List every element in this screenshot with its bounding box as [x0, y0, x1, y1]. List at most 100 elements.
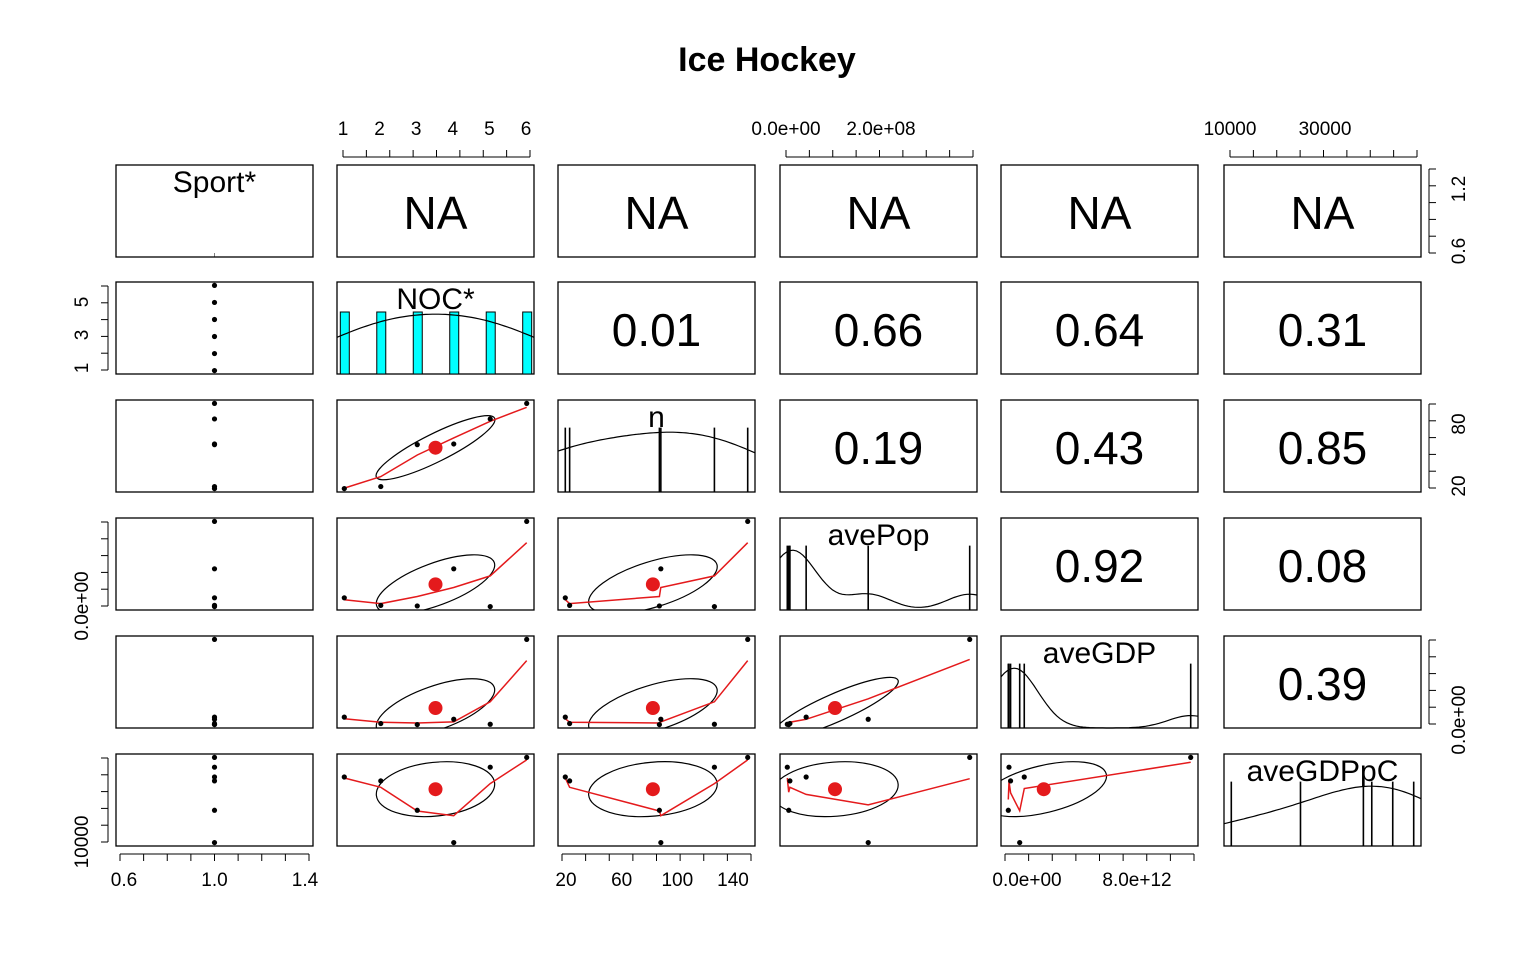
bottom-tick-label: 100: [661, 870, 693, 891]
data-point: [211, 807, 218, 813]
data-point: [211, 716, 218, 722]
data-point: [211, 299, 218, 306]
loess-line: [344, 660, 528, 724]
panel-frame-2-1: [336, 399, 535, 493]
data-point: [1007, 778, 1014, 784]
panels: Sport* NOC* n avePop aveGDP aveGDPpC NA NA NA NA N…: [72, 119, 1470, 891]
density-curve: [1000, 667, 1199, 729]
panel-frame-0-2: [557, 164, 756, 258]
left-tick-label: 10000: [72, 816, 93, 869]
data-point: [658, 716, 664, 722]
panel-frame-2-3: [779, 399, 978, 493]
data-point: [711, 721, 718, 727]
data-point: [967, 754, 973, 761]
correlation-ellipse: [780, 676, 899, 728]
data-point: [211, 350, 218, 357]
diagonal-panel-4: aveGDP: [1000, 637, 1199, 729]
correlation-ellipse: [375, 415, 496, 481]
scatter-panel-avegdp-vs-noc: [341, 636, 530, 728]
bottom-tick-label: 140: [717, 870, 749, 891]
data-point: [414, 442, 420, 448]
panel-frame-3-3: [779, 517, 978, 611]
diagonal-panel-2: n: [557, 401, 756, 492]
data-point: [658, 566, 664, 572]
data-point: [211, 754, 218, 761]
na-label: NA: [847, 187, 911, 239]
data-point: [341, 774, 347, 780]
mean-point: [428, 701, 443, 716]
data-point: [1021, 774, 1027, 780]
correlation-ellipse: [1001, 761, 1108, 818]
panel-frame-4-0: [115, 635, 314, 729]
top-tick-label: 2.0e+08: [846, 119, 915, 140]
correlation-ellipse: [375, 678, 496, 728]
top-tick-label: 3: [411, 119, 422, 140]
data-point: [967, 636, 973, 643]
loess-line: [1007, 761, 1191, 814]
data-point: [378, 778, 384, 784]
data-point: [784, 764, 790, 770]
bottom-tick-label: 0.0e+00: [992, 870, 1061, 891]
data-point: [487, 721, 493, 727]
top-tick-label: 30000: [1299, 119, 1352, 140]
correlation-value: 0.64: [1055, 304, 1145, 356]
panel-frame-0-4: [1000, 164, 1199, 258]
correlation-value: 0.08: [1278, 540, 1368, 592]
histogram-bar: [339, 311, 350, 375]
data-point: [562, 714, 568, 720]
data-point: [341, 714, 347, 720]
bottom-tick-label: 60: [611, 870, 632, 891]
data-point: [1188, 754, 1194, 761]
data-point: [524, 518, 530, 525]
diagonal-panel-5: aveGDPpC: [1223, 755, 1422, 846]
panel-frame-4-2: [557, 635, 756, 729]
data-point: [562, 595, 568, 601]
data-point: [211, 483, 218, 490]
scatter-panel-n-vs-sport: [211, 400, 218, 492]
data-point: [211, 636, 218, 643]
mean-point: [645, 577, 660, 592]
data-point: [787, 778, 793, 784]
panel-frame-3-4: [1000, 517, 1199, 611]
left-tick-label: 1: [72, 363, 93, 374]
data-point: [1006, 764, 1012, 770]
data-point: [745, 518, 751, 525]
panel-frame-3-1: [336, 517, 535, 611]
panel-frame-3-0: [115, 517, 314, 611]
scatter-panel-avegdp-vs-sport: [211, 636, 218, 728]
data-point: [211, 416, 218, 422]
variable-label-noc: NOC*: [396, 283, 475, 316]
left-tick-label: 0.0e+00: [72, 571, 93, 640]
data-point: [656, 721, 662, 728]
histogram-bar: [449, 311, 460, 375]
top-tick-label: 1: [338, 119, 349, 140]
loess-line: [564, 759, 749, 817]
correlation-value: 0.92: [1055, 540, 1145, 592]
right-tick-label: 0.0e+00: [1449, 685, 1470, 754]
data-point: [567, 778, 573, 784]
loess-line: [787, 658, 970, 726]
loess-line: [786, 777, 970, 806]
data-point: [711, 764, 718, 770]
variable-label-avegdppc: aveGDPpC: [1247, 755, 1399, 788]
top-tick-label: 10000: [1204, 119, 1257, 140]
right-tick-label: 80: [1449, 413, 1470, 434]
density-curve: [336, 313, 535, 338]
variable-label-n: n: [648, 401, 665, 434]
data-point: [524, 400, 530, 407]
panel-frame-0-3: [779, 164, 978, 258]
histogram-bar: [376, 311, 387, 375]
data-point: [211, 774, 218, 780]
data-point: [211, 282, 218, 289]
top-tick-label: 0.0e+00: [751, 119, 820, 140]
data-point: [658, 839, 664, 846]
data-point: [211, 441, 218, 447]
data-point: [378, 602, 384, 608]
data-point: [786, 807, 792, 813]
top-tick-label: 5: [484, 119, 495, 140]
top-tick-label: 4: [448, 119, 459, 140]
scatter-panel-avegdppc-vs-avepop: [780, 754, 973, 846]
panel-frame-0-1: [336, 164, 535, 258]
data-point: [211, 721, 218, 727]
